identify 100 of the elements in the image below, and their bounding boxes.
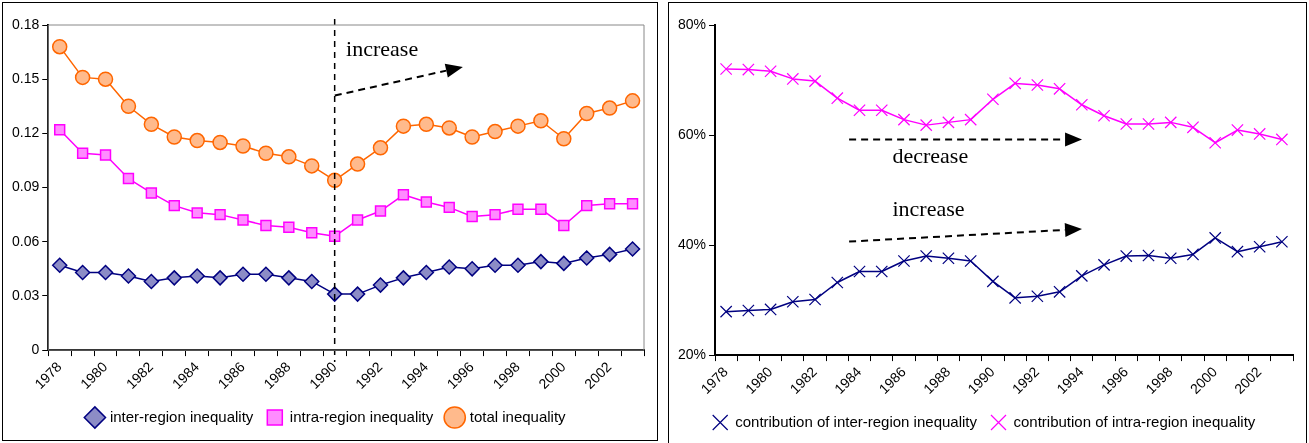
point (418, 116, 435, 133)
point (372, 277, 389, 293)
point (395, 270, 412, 286)
point (942, 252, 955, 265)
point (558, 219, 570, 232)
point (897, 254, 911, 268)
point (143, 273, 160, 290)
point (578, 105, 595, 122)
point (349, 286, 366, 302)
point (533, 253, 549, 270)
point (166, 270, 183, 286)
point (237, 214, 249, 226)
point (1253, 127, 1266, 141)
point (581, 199, 593, 212)
point (533, 112, 549, 129)
point (326, 172, 343, 189)
point (189, 268, 205, 284)
point (831, 91, 844, 105)
point (120, 268, 137, 284)
point (99, 149, 112, 161)
point (1075, 269, 1089, 283)
point (120, 98, 137, 115)
point (258, 266, 274, 282)
point (51, 257, 68, 273)
point (919, 249, 933, 263)
point (235, 266, 251, 282)
point (1186, 121, 1200, 134)
point (853, 104, 866, 117)
point (1208, 231, 1222, 245)
point (168, 199, 180, 212)
point (875, 265, 888, 278)
point (897, 113, 911, 126)
point (512, 203, 524, 215)
y-tick-label: 0.09 (12, 178, 40, 195)
y-tick-label: 20% (677, 345, 707, 362)
point (875, 104, 888, 117)
point (464, 129, 480, 145)
point (1031, 78, 1044, 92)
legend-label: inter-region inequality (109, 407, 254, 425)
point (260, 219, 272, 232)
point (326, 286, 343, 302)
point (1008, 77, 1022, 90)
point (719, 62, 733, 76)
point (166, 129, 183, 145)
point (964, 113, 977, 126)
point (742, 63, 755, 76)
point (601, 100, 618, 116)
point (831, 276, 844, 289)
point (489, 208, 501, 221)
point (556, 255, 572, 272)
y-tick-label: 0.18 (12, 15, 40, 32)
point (764, 64, 777, 78)
point (97, 264, 114, 281)
point (1164, 252, 1177, 265)
point (1031, 289, 1044, 303)
point (54, 124, 66, 136)
point (441, 259, 457, 275)
point (235, 138, 251, 154)
point (443, 201, 455, 214)
y-tick-label: 0.15 (12, 70, 40, 87)
point (349, 156, 366, 172)
point (74, 69, 91, 86)
point (143, 116, 160, 133)
point (719, 305, 733, 318)
point (374, 205, 387, 217)
point (464, 261, 480, 277)
point (1097, 109, 1111, 123)
point (281, 149, 297, 165)
point (397, 189, 410, 201)
point (304, 158, 320, 174)
point (487, 123, 503, 140)
point (487, 257, 503, 273)
point (1053, 82, 1066, 96)
legend-label: contribution of inter-region inequality (735, 412, 978, 430)
point (1142, 117, 1155, 131)
point (742, 304, 755, 317)
y-tick-label: 0.06 (12, 232, 40, 249)
point (942, 116, 955, 129)
y-tick-label: 60% (677, 125, 707, 142)
point (853, 265, 866, 278)
point (418, 264, 435, 281)
point (214, 208, 226, 221)
point (1120, 117, 1133, 131)
legend-label: contribution of intra-region inequality (1013, 412, 1256, 430)
point (919, 118, 933, 132)
annotation: increase (346, 36, 419, 62)
point (351, 214, 364, 226)
point (304, 273, 320, 290)
point (1275, 133, 1289, 146)
point (76, 147, 89, 159)
point (1053, 285, 1066, 299)
point (1186, 248, 1200, 261)
point (306, 227, 318, 239)
point (441, 120, 457, 136)
point (258, 145, 274, 161)
point (556, 131, 572, 147)
point (808, 74, 822, 88)
point (786, 72, 800, 86)
point (986, 275, 1000, 288)
point (1075, 98, 1089, 112)
